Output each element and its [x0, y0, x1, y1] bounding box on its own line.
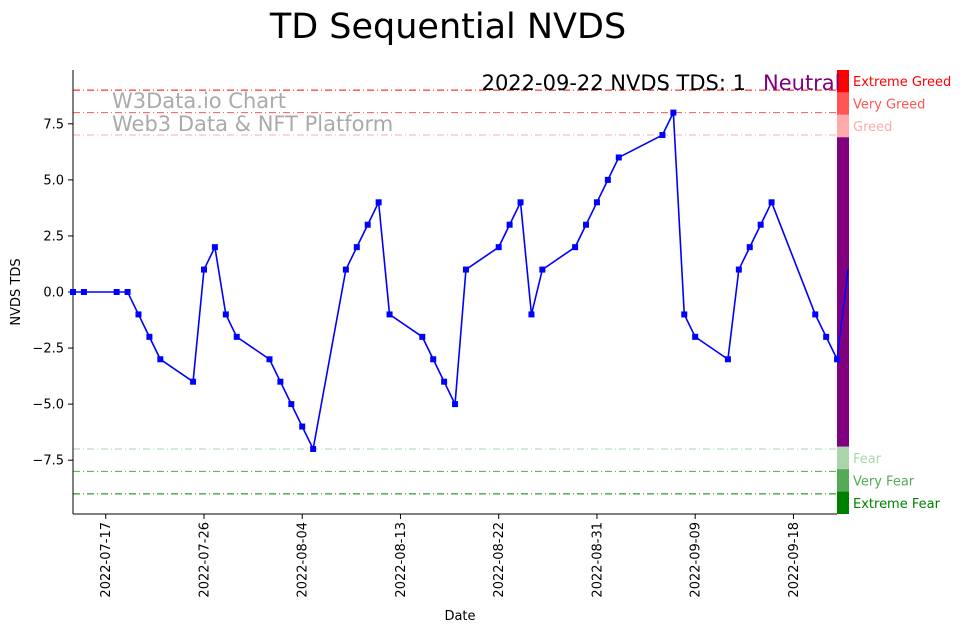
data-point-marker: [124, 289, 131, 295]
data-point-marker: [746, 244, 753, 251]
data-point-marker: [353, 244, 360, 251]
data-point-marker: [277, 378, 284, 385]
data-point-marker: [190, 378, 197, 385]
y-tick-label: −5.0: [32, 398, 64, 413]
zone-bar: [837, 92, 849, 115]
zone-label: Extreme Fear: [853, 497, 941, 512]
latest-value-annotation: 2022-09-22 NVDS TDS: 1: [482, 71, 746, 95]
data-point-marker: [364, 221, 371, 228]
data-point-marker: [462, 266, 469, 273]
data-point-marker: [506, 221, 513, 228]
zone-bar: [837, 114, 849, 138]
data-point-marker: [452, 401, 459, 408]
y-tick-label: 5.0: [43, 173, 64, 188]
data-point-marker: [735, 266, 742, 273]
data-point-marker: [375, 199, 382, 206]
data-point-marker: [200, 266, 207, 273]
data-point-marker: [604, 176, 611, 183]
data-point-marker: [222, 311, 229, 318]
data-point-marker: [692, 333, 699, 340]
data-point-marker: [812, 311, 819, 318]
x-tick-label: 2022-07-17: [99, 522, 114, 598]
nvds-tds-series: [70, 109, 849, 452]
data-point-marker: [724, 356, 731, 363]
data-point-marker: [266, 356, 273, 363]
data-point-marker: [593, 199, 600, 206]
data-point-marker: [288, 401, 295, 408]
data-point-marker: [113, 289, 120, 295]
data-point-marker: [670, 109, 677, 116]
data-point-marker: [299, 423, 306, 430]
data-point-marker: [834, 356, 841, 363]
data-point-marker: [146, 333, 153, 340]
data-point-marker: [659, 132, 666, 139]
zone-label: Fear: [853, 452, 882, 467]
chart-title: TD Sequential NVDS: [269, 7, 626, 47]
zone-label: Extreme Greed: [853, 75, 951, 90]
sentiment-status-label: Neutral: [763, 71, 841, 95]
data-point-marker: [768, 199, 775, 206]
data-point-marker: [386, 311, 393, 318]
zone-bar: [837, 491, 849, 514]
data-point-marker: [419, 333, 426, 340]
zone-label: Very Fear: [853, 474, 915, 489]
data-point-marker: [310, 445, 317, 452]
x-axis-ticks: 2022-07-17 2022-07-26 2022-08-04 2022-08-13…: [99, 514, 802, 598]
zone-label: Greed: [853, 120, 892, 135]
data-point-marker: [572, 244, 579, 251]
data-point-marker: [157, 356, 164, 363]
x-axis-label: Date: [444, 609, 475, 624]
data-point-marker: [211, 244, 218, 251]
zone-bar: [837, 446, 849, 470]
data-point-marker: [517, 199, 524, 206]
data-point-marker: [233, 333, 240, 340]
zone-label: Very Greed: [853, 98, 925, 113]
data-point-marker: [495, 244, 502, 251]
data-point-marker: [823, 333, 830, 340]
y-tick-label: 0.0: [43, 286, 64, 301]
y-axis-label: NVDS TDS: [9, 258, 24, 325]
data-point-marker: [757, 221, 764, 228]
sentiment-zone-labels: Extreme Greed Very Greed Greed Fear Very Fea…: [853, 75, 951, 512]
sentiment-zone-bars: [837, 70, 849, 514]
data-point-marker: [430, 356, 437, 363]
data-point-marker: [583, 221, 590, 228]
x-tick-label: 2022-08-13: [394, 522, 409, 598]
zone-bar: [837, 70, 849, 93]
data-point-marker: [528, 311, 535, 318]
data-point-marker: [615, 154, 622, 161]
data-point-marker: [681, 311, 688, 318]
x-tick-label: 2022-08-31: [590, 522, 605, 598]
data-point-marker: [70, 289, 76, 295]
x-tick-label: 2022-09-09: [689, 522, 704, 598]
data-point-marker: [441, 378, 448, 385]
watermark-line-2: Web3 Data & NFT Platform: [112, 112, 393, 136]
zone-bar: [837, 469, 849, 492]
x-tick-label: 2022-07-26: [197, 522, 212, 598]
data-point-marker: [135, 311, 142, 318]
watermark-line-1: W3Data.io Chart: [112, 89, 286, 113]
zone-bar: [837, 137, 849, 447]
y-tick-label: −2.5: [32, 342, 64, 357]
data-point-marker: [539, 266, 546, 273]
y-tick-label: 7.5: [43, 117, 64, 132]
data-point-marker: [342, 266, 349, 273]
y-tick-label: 2.5: [43, 229, 64, 244]
y-axis-ticks: −7.5 −5.0 −2.5 0.0 2.5 5.0 7.5: [32, 117, 73, 469]
reference-lines: [73, 89, 837, 495]
x-tick-label: 2022-09-18: [787, 522, 802, 598]
y-tick-label: −7.5: [32, 454, 64, 469]
x-tick-label: 2022-08-04: [296, 522, 311, 598]
x-tick-label: 2022-08-22: [492, 522, 507, 598]
data-point-marker: [80, 289, 87, 295]
series-line: [73, 109, 849, 452]
